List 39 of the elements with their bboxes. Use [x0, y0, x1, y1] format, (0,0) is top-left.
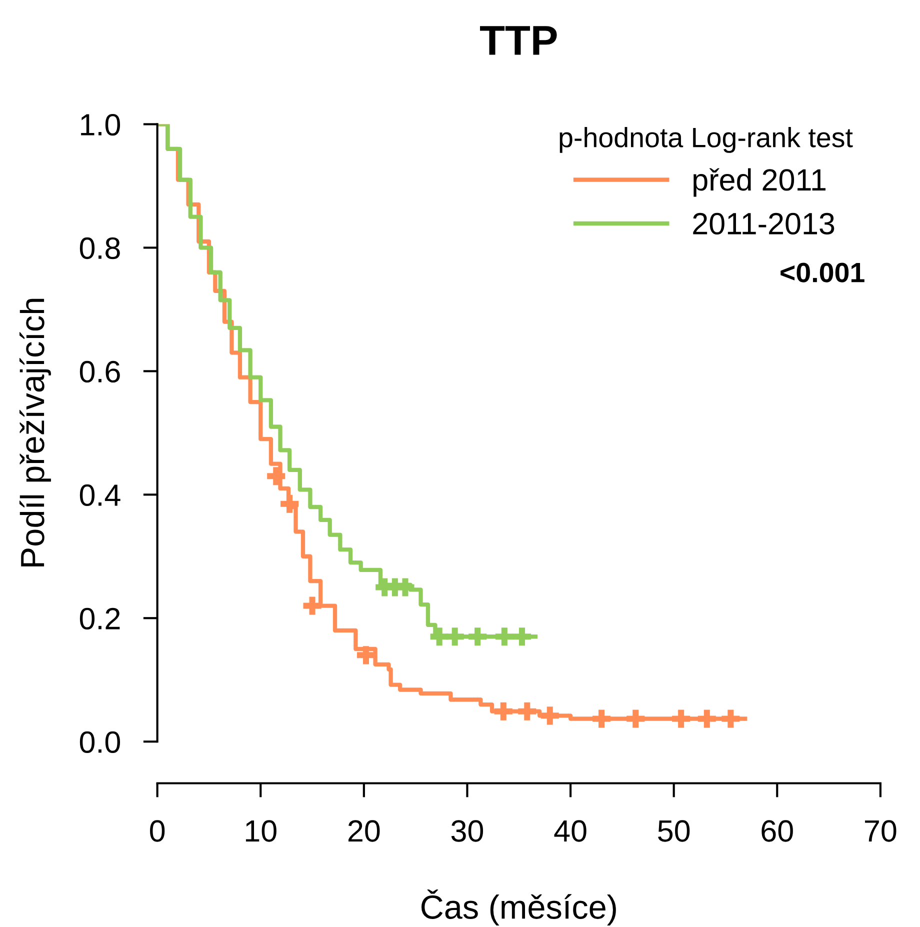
- point: [396, 578, 414, 596]
- x-tick-label: 40: [554, 820, 586, 842]
- point: [698, 710, 716, 728]
- y-tick-label: 1.0: [81, 114, 120, 136]
- x-tick-label: 10: [246, 820, 276, 842]
- x-axis-title: Čas (měsíce): [421, 890, 616, 926]
- legend-label: před 2011: [694, 168, 826, 197]
- y-axis-title: Podíl přežívajících: [19, 298, 51, 566]
- y-tick-label: 0.4: [80, 484, 120, 506]
- point: [592, 710, 611, 728]
- chart-title: TTP: [480, 26, 557, 55]
- point: [512, 628, 532, 646]
- legend-title: p-hodnota Log-rank test: [560, 127, 853, 153]
- point: [303, 596, 322, 615]
- point: [468, 628, 487, 646]
- x-tick-label: 20: [348, 820, 380, 842]
- y-tick-label: 0.0: [80, 731, 120, 753]
- legend-label: 2011-2013: [693, 212, 834, 234]
- point: [267, 467, 286, 486]
- point: [280, 494, 299, 513]
- point: [672, 710, 690, 728]
- point: [626, 710, 645, 728]
- y-tick-label: 0.6: [80, 360, 120, 383]
- x-tick-label: 30: [451, 820, 484, 842]
- x-tick-label: 60: [762, 820, 793, 842]
- point: [518, 702, 536, 720]
- point: [356, 646, 376, 664]
- point: [430, 628, 448, 646]
- annotation: <0.001: [780, 262, 864, 282]
- point: [722, 710, 740, 728]
- y-tick-label: 0.8: [80, 237, 120, 260]
- point: [540, 706, 559, 725]
- x-tick-label: 70: [865, 820, 896, 842]
- y-tick-label: 0.2: [80, 608, 120, 630]
- point: [495, 628, 514, 646]
- point: [446, 628, 464, 646]
- x-tick-label: 50: [658, 820, 690, 842]
- point: [494, 702, 512, 720]
- x-tick-label: 0: [150, 820, 165, 842]
